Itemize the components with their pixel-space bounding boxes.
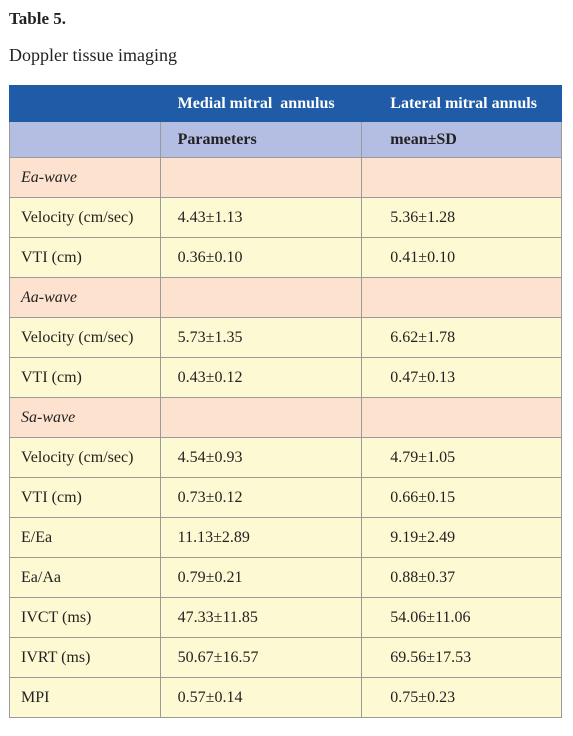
- cell: [361, 157, 562, 198]
- cell: VTI (cm): [9, 477, 161, 518]
- data-row: VTI (cm) 0.43±0.12 0.47±0.13: [9, 357, 562, 398]
- cell: 0.79±0.21: [159, 557, 363, 598]
- cell: 5.73±1.35: [159, 317, 363, 358]
- data-row: VTI (cm) 0.73±0.12 0.66±0.15: [9, 477, 562, 518]
- cell: Aa-wave: [9, 277, 161, 318]
- cell: [159, 397, 363, 438]
- cell: 54.06±11.06: [361, 597, 562, 638]
- cell: IVRT (ms): [9, 637, 161, 678]
- header-cell: Medial mitral annulus: [159, 85, 363, 122]
- data-row: Velocity (cm/sec) 4.43±1.13 5.36±1.28: [9, 197, 562, 238]
- cell: Sa-wave: [9, 397, 161, 438]
- cell: 0.75±0.23: [361, 677, 562, 718]
- data-row: Ea/Aa 0.79±0.21 0.88±0.37: [9, 557, 562, 598]
- cell: 50.67±16.57: [159, 637, 363, 678]
- header-cell: [9, 85, 161, 122]
- cell: 4.54±0.93: [159, 437, 363, 478]
- cell: 0.41±0.10: [361, 237, 562, 278]
- cell: 47.33±11.85: [159, 597, 363, 638]
- cell: VTI (cm): [9, 357, 161, 398]
- data-row: IVRT (ms) 50.67±16.57 69.56±17.53: [9, 637, 562, 678]
- section-row: Sa-wave: [9, 397, 562, 438]
- cell: 0.43±0.12: [159, 357, 363, 398]
- data-row: Velocity (cm/sec) 5.73±1.35 6.62±1.78: [9, 317, 562, 358]
- cell: [159, 157, 363, 198]
- table-title: Table 5.: [9, 9, 67, 28]
- data-row: Velocity (cm/sec) 4.54±0.93 4.79±1.05: [9, 437, 562, 478]
- cell: Velocity (cm/sec): [9, 317, 161, 358]
- data-row: MPI 0.57±0.14 0.75±0.23: [9, 677, 562, 718]
- cell: Velocity (cm/sec): [9, 197, 161, 238]
- cell: 4.43±1.13: [159, 197, 363, 238]
- cell: 69.56±17.53: [361, 637, 562, 678]
- table-caption: Doppler tissue imaging: [9, 45, 177, 65]
- cell: IVCT (ms): [9, 597, 161, 638]
- header-row: Medial mitral annulus Lateral mitral annu…: [9, 85, 562, 122]
- cell: E/Ea: [9, 517, 161, 558]
- header-cell: Lateral mitral annuls: [361, 85, 562, 122]
- cell: 9.19±2.49: [361, 517, 562, 558]
- header-cell: mean±SD: [361, 121, 562, 158]
- data-row: VTI (cm) 0.36±0.10 0.41±0.10: [9, 237, 562, 278]
- cell: VTI (cm): [9, 237, 161, 278]
- cell: [159, 277, 363, 318]
- cell: 0.36±0.10: [159, 237, 363, 278]
- header-row: Parameters mean±SD: [9, 121, 562, 158]
- cell: 6.62±1.78: [361, 317, 562, 358]
- section-row: Aa-wave: [9, 277, 562, 318]
- cell: [361, 397, 562, 438]
- section-row: Ea-wave: [9, 157, 562, 198]
- cell: 5.36±1.28: [361, 197, 562, 238]
- data-row: IVCT (ms) 47.33±11.85 54.06±11.06: [9, 597, 562, 638]
- header-cell: Parameters: [159, 121, 363, 158]
- cell: MPI: [9, 677, 161, 718]
- cell: Ea/Aa: [9, 557, 161, 598]
- cell: [361, 277, 562, 318]
- cell: 0.66±0.15: [361, 477, 562, 518]
- cell: 0.73±0.12: [159, 477, 363, 518]
- header-cell: [9, 121, 161, 158]
- cell: 11.13±2.89: [159, 517, 363, 558]
- cell: 0.88±0.37: [361, 557, 562, 598]
- data-table: Medial mitral annulus Lateral mitral annu…: [9, 85, 562, 718]
- cell: 0.47±0.13: [361, 357, 562, 398]
- cell: 0.57±0.14: [159, 677, 363, 718]
- cell: Ea-wave: [9, 157, 161, 198]
- data-row: E/Ea 11.13±2.89 9.19±2.49: [9, 517, 562, 558]
- cell: 4.79±1.05: [361, 437, 562, 478]
- cell: Velocity (cm/sec): [9, 437, 161, 478]
